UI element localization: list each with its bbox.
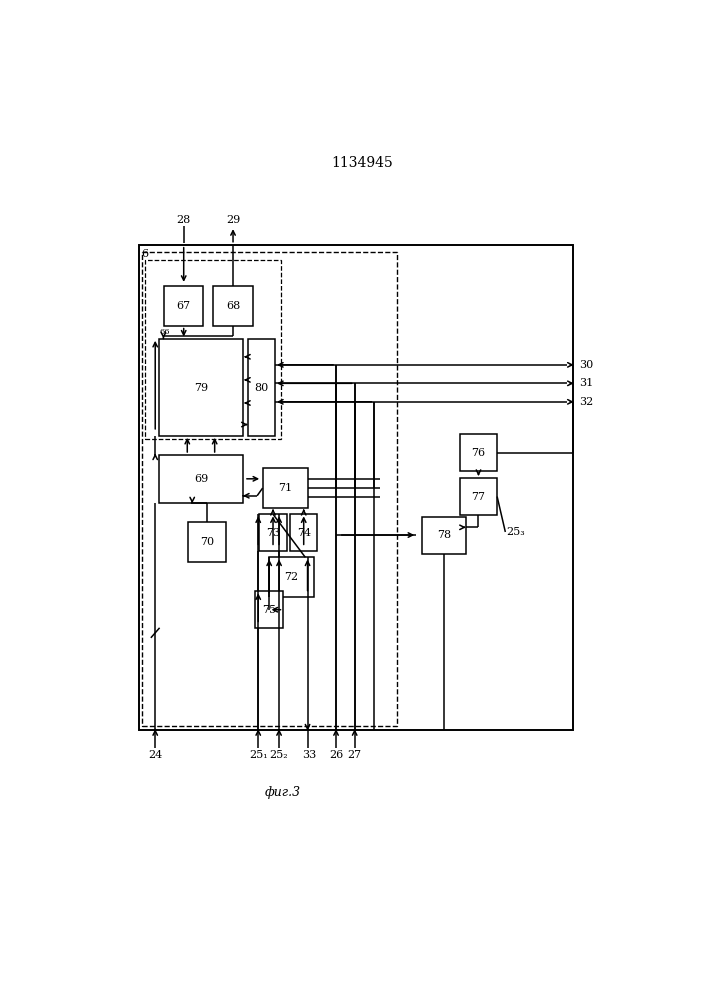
Text: 66: 66	[159, 328, 170, 336]
Bar	[255, 591, 283, 628]
Bar	[259, 514, 287, 551]
Text: 30: 30	[579, 360, 594, 370]
Text: 68: 68	[226, 301, 240, 311]
Text: 73: 73	[266, 528, 280, 538]
Text: 80: 80	[255, 383, 269, 393]
Text: 25₁: 25₁	[249, 750, 267, 760]
Bar	[460, 478, 497, 515]
Text: 1134945: 1134945	[332, 156, 393, 170]
Text: 72: 72	[285, 572, 299, 582]
Text: 31: 31	[579, 378, 594, 388]
Text: 29: 29	[226, 215, 240, 225]
Text: 6: 6	[141, 249, 148, 259]
Text: 27: 27	[348, 750, 362, 760]
Text: 33: 33	[302, 750, 316, 760]
Bar	[460, 434, 497, 471]
Text: 28: 28	[177, 215, 191, 225]
Bar	[146, 260, 281, 439]
Text: 75: 75	[262, 605, 276, 615]
Bar	[142, 252, 397, 726]
Bar	[158, 455, 243, 503]
Text: 77: 77	[472, 492, 486, 502]
Text: фиг.3: фиг.3	[265, 786, 301, 799]
Bar	[262, 468, 308, 508]
Text: 76: 76	[472, 448, 486, 458]
Bar	[269, 557, 314, 597]
Text: 32: 32	[579, 397, 594, 407]
Bar	[158, 339, 243, 436]
Text: 24: 24	[148, 750, 163, 760]
Bar	[214, 286, 253, 326]
Text: 69: 69	[194, 474, 208, 484]
Text: 79: 79	[194, 383, 208, 393]
Bar	[139, 245, 573, 730]
Text: 26: 26	[329, 750, 343, 760]
Text: 78: 78	[437, 530, 451, 540]
Bar	[164, 286, 204, 326]
Text: 74: 74	[297, 528, 311, 538]
Bar	[421, 517, 467, 554]
Bar	[290, 514, 317, 551]
Text: 25₃: 25₃	[506, 527, 525, 537]
Text: 70: 70	[200, 537, 214, 547]
Bar	[188, 522, 226, 562]
Text: 67: 67	[177, 301, 191, 311]
Text: 71: 71	[278, 483, 292, 493]
Bar	[248, 339, 274, 436]
Text: 25₂: 25₂	[270, 750, 288, 760]
